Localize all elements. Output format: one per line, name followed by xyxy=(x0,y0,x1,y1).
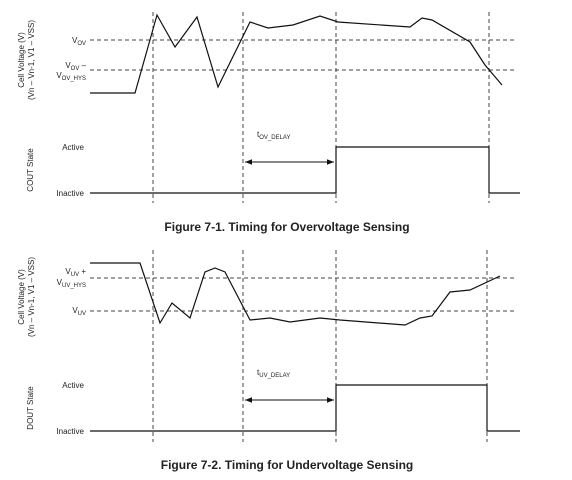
label-sub: UV xyxy=(78,311,86,317)
active-label: Active xyxy=(62,381,84,390)
figure-1: Cell Voltage (V) (Vn – Vn-1, V1 – VSS) V… xyxy=(17,12,520,234)
label-part: V xyxy=(65,267,71,276)
label-part: + xyxy=(79,267,86,276)
threshold-label: VOV_HYS xyxy=(56,71,86,82)
label-part: t xyxy=(257,368,260,377)
cell-voltage-wave xyxy=(90,13,503,94)
delay-label: tOV_DELAY xyxy=(257,130,290,141)
label-part: V xyxy=(72,36,78,45)
threshold-label: VUV_HYS xyxy=(57,278,86,289)
threshold-label: VUV xyxy=(72,306,86,317)
guides xyxy=(90,12,516,203)
y-label: Cell Voltage (V) xyxy=(17,32,26,88)
label-part: V xyxy=(56,71,62,80)
label-sub: OV_DELAY xyxy=(259,135,290,141)
label-sub: UV xyxy=(71,272,79,278)
caption: Figure 7-2. Timing for Undervoltage Sens… xyxy=(161,458,413,472)
state-label: COUT State xyxy=(26,148,35,192)
state-label: DOUT State xyxy=(26,386,35,430)
y-label: (Vn – Vn-1, V1 – VSS) xyxy=(27,20,36,100)
inactive-label: Inactive xyxy=(56,189,84,198)
y-label: Cell Voltage (V) xyxy=(17,269,26,325)
label-sub: UV_HYS xyxy=(62,283,86,289)
figure-2: Cell Voltage (V) (Vn – Vn-1, V1 – VSS) V… xyxy=(17,250,520,472)
active-label: Active xyxy=(62,143,84,152)
delay-label: tUV_DELAY xyxy=(257,368,290,379)
label-part: – xyxy=(79,61,86,70)
label-part: t xyxy=(257,130,260,139)
threshold-label: VOV xyxy=(72,36,86,47)
cout-wave xyxy=(90,146,520,194)
y-label: (Vn – Vn-1, V1 – VSS) xyxy=(27,257,36,337)
label-sub: OV_HYS xyxy=(62,76,86,82)
cell-voltage-wave xyxy=(90,262,501,326)
threshold-label: VUV + xyxy=(65,267,86,278)
label-sub: OV xyxy=(71,66,80,72)
label-sub: UV_DELAY xyxy=(259,373,290,379)
threshold-label: VOV – xyxy=(65,61,86,72)
caption: Figure 7-1. Timing for Overvoltage Sensi… xyxy=(164,220,409,234)
dout-wave xyxy=(90,384,520,432)
guides xyxy=(90,250,516,442)
label-part: V xyxy=(65,61,71,70)
inactive-label: Inactive xyxy=(56,427,84,436)
label-part: V xyxy=(72,306,78,315)
label-part: V xyxy=(57,278,63,287)
label-sub: OV xyxy=(77,41,86,47)
